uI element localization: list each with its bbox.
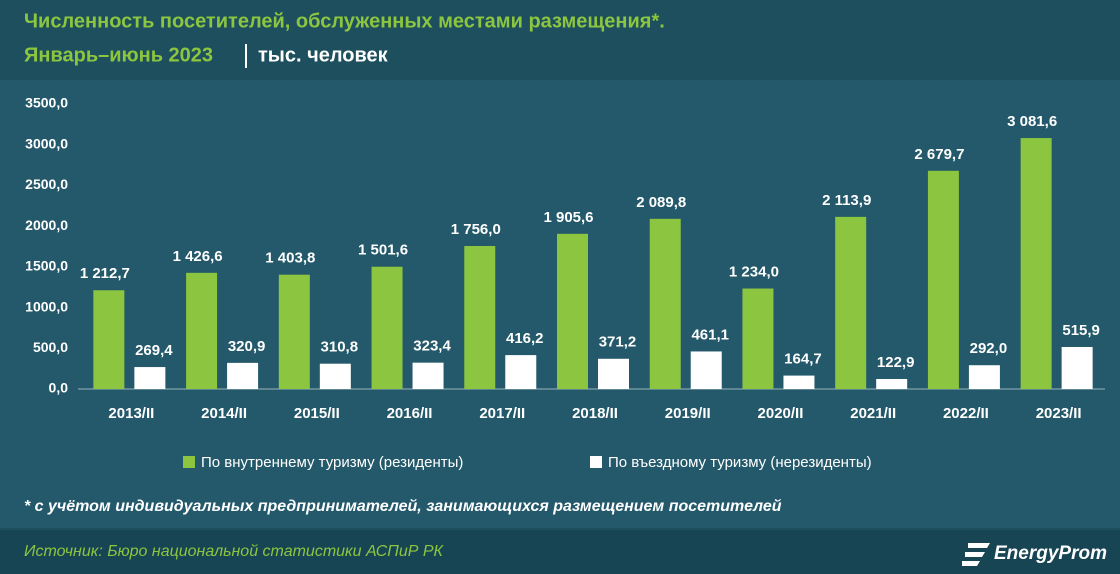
bar: [598, 358, 629, 389]
x-tick-label: 2019/II: [665, 405, 711, 422]
bar: [968, 365, 1000, 389]
bar: [371, 266, 403, 389]
value-label: 164,7: [784, 351, 822, 368]
x-tick-label: 2020/II: [758, 405, 804, 422]
bar: [134, 367, 166, 389]
value-label: 1 212,7: [80, 265, 130, 282]
value-label: 122,9: [877, 354, 915, 371]
bar: [783, 375, 815, 389]
bar: [93, 290, 125, 389]
value-label: 292,0: [970, 340, 1008, 357]
value-label: 1 905,6: [543, 209, 593, 226]
legend-swatch: [590, 456, 602, 468]
value-label: 2 679,7: [914, 146, 964, 163]
x-tick-label: 2015/II: [294, 405, 340, 422]
chart-subtitle: Январь–июнь 2023: [24, 44, 213, 66]
value-label: 269,4: [135, 342, 173, 359]
logo-icon: [962, 543, 990, 566]
y-tick-label: 2500,0: [25, 176, 68, 192]
value-label: 1 756,0: [451, 221, 501, 238]
y-tick-label: 3000,0: [25, 135, 68, 151]
y-tick-label: 0,0: [49, 380, 69, 396]
value-label: 2 113,9: [822, 192, 871, 209]
legend-label: По въездному туризму (нерезиденты): [608, 454, 872, 471]
x-tick-label: 2021/II: [850, 405, 896, 422]
bar: [742, 288, 774, 389]
bar: [690, 351, 722, 389]
value-label: 1 426,6: [173, 248, 223, 265]
x-tick-label: 2014/II: [201, 405, 247, 422]
bar: [412, 362, 444, 389]
value-label: 371,2: [599, 334, 637, 351]
value-label: 515,9: [1062, 322, 1100, 339]
value-label: 1 501,6: [358, 242, 408, 259]
x-tick-label: 2016/II: [387, 405, 433, 422]
bar: [649, 218, 681, 389]
bar: [1020, 138, 1052, 389]
value-label: 310,8: [321, 339, 359, 356]
value-label: 2 089,8: [636, 194, 686, 211]
bar: [1061, 346, 1093, 389]
legend-swatch: [183, 456, 195, 468]
bar: [319, 363, 351, 389]
footer-background: [0, 530, 1120, 574]
bar: [557, 233, 588, 389]
x-tick-label: 2017/II: [479, 405, 525, 422]
bar: [278, 274, 310, 389]
footnote: * с учётом индивидуальных предпринимател…: [24, 498, 782, 515]
value-label: 461,1: [691, 326, 729, 343]
x-tick-label: 2023/II: [1036, 405, 1082, 422]
bar: [505, 355, 537, 389]
y-tick-label: 1000,0: [25, 298, 68, 314]
value-label: 3 081,6: [1007, 113, 1057, 130]
x-tick-label: 2013/II: [108, 405, 154, 422]
value-label: 416,2: [506, 330, 544, 347]
y-tick-label: 1500,0: [25, 258, 68, 274]
bar: [227, 362, 259, 389]
x-tick-label: 2022/II: [943, 405, 989, 422]
bar: [835, 216, 867, 389]
legend-label: По внутреннему туризму (резиденты): [201, 454, 463, 471]
bar: [876, 378, 908, 389]
value-label: 320,9: [228, 338, 266, 355]
x-tick-label: 2018/II: [572, 405, 618, 422]
source: Источник: Бюро национальной статистики А…: [24, 543, 445, 560]
value-label: 1 234,0: [729, 263, 779, 280]
bar: [464, 246, 496, 389]
logo: EnergyProm: [994, 543, 1107, 564]
unit-label: тыс. человек: [258, 44, 389, 66]
y-tick-label: 3500,0: [25, 95, 68, 111]
y-tick-label: 500,0: [33, 339, 68, 355]
bar: [927, 170, 959, 389]
chart-title: Численность посетителей, обслуженных мес…: [24, 10, 665, 32]
value-label: 1 403,8: [265, 250, 315, 267]
value-label: 323,4: [413, 338, 451, 355]
y-tick-label: 2000,0: [25, 217, 68, 233]
bar: [186, 272, 218, 389]
